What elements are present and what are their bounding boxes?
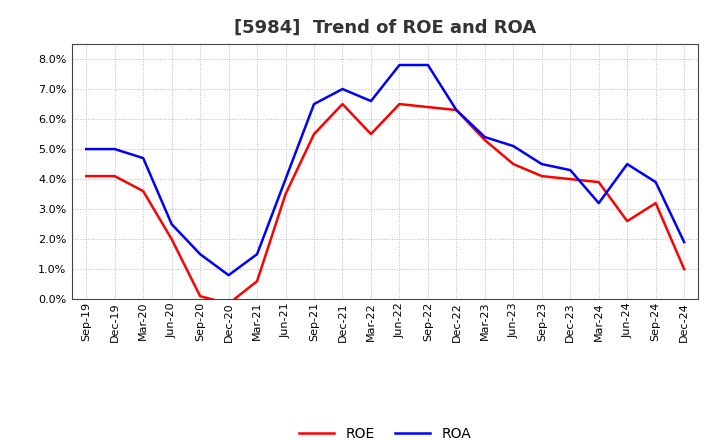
ROA: [196, 252, 204, 257]
Title: [5984]  Trend of ROE and ROA: [5984] Trend of ROE and ROA: [234, 19, 536, 37]
Line: ROA: ROA: [86, 65, 684, 275]
ROA: [595, 201, 603, 206]
ROE: [480, 137, 489, 143]
ROE: [566, 176, 575, 182]
ROA: [139, 155, 148, 161]
ROE: [395, 101, 404, 106]
ROA: [167, 221, 176, 227]
ROE: [338, 101, 347, 106]
ROA: [366, 99, 375, 104]
ROA: [680, 239, 688, 245]
ROA: [225, 272, 233, 278]
ROA: [282, 176, 290, 182]
ROA: [509, 143, 518, 149]
ROE: [423, 104, 432, 110]
Legend: ROE, ROA: ROE, ROA: [294, 421, 477, 440]
ROE: [623, 219, 631, 224]
ROE: [509, 161, 518, 167]
ROE: [537, 173, 546, 179]
ROE: [595, 180, 603, 185]
ROA: [480, 135, 489, 140]
ROA: [338, 86, 347, 92]
ROA: [395, 62, 404, 68]
Line: ROE: ROE: [86, 104, 684, 304]
ROE: [366, 132, 375, 137]
ROE: [680, 267, 688, 272]
ROE: [196, 293, 204, 299]
ROA: [110, 147, 119, 152]
ROE: [82, 173, 91, 179]
ROA: [537, 161, 546, 167]
ROA: [623, 161, 631, 167]
ROE: [110, 173, 119, 179]
ROA: [423, 62, 432, 68]
ROE: [167, 237, 176, 242]
ROE: [652, 201, 660, 206]
ROA: [82, 147, 91, 152]
ROE: [452, 107, 461, 113]
ROE: [282, 191, 290, 197]
ROA: [652, 180, 660, 185]
ROA: [253, 252, 261, 257]
ROE: [225, 301, 233, 306]
ROE: [253, 279, 261, 284]
ROA: [566, 168, 575, 173]
ROA: [310, 101, 318, 106]
ROA: [452, 107, 461, 113]
ROE: [310, 132, 318, 137]
ROE: [139, 188, 148, 194]
